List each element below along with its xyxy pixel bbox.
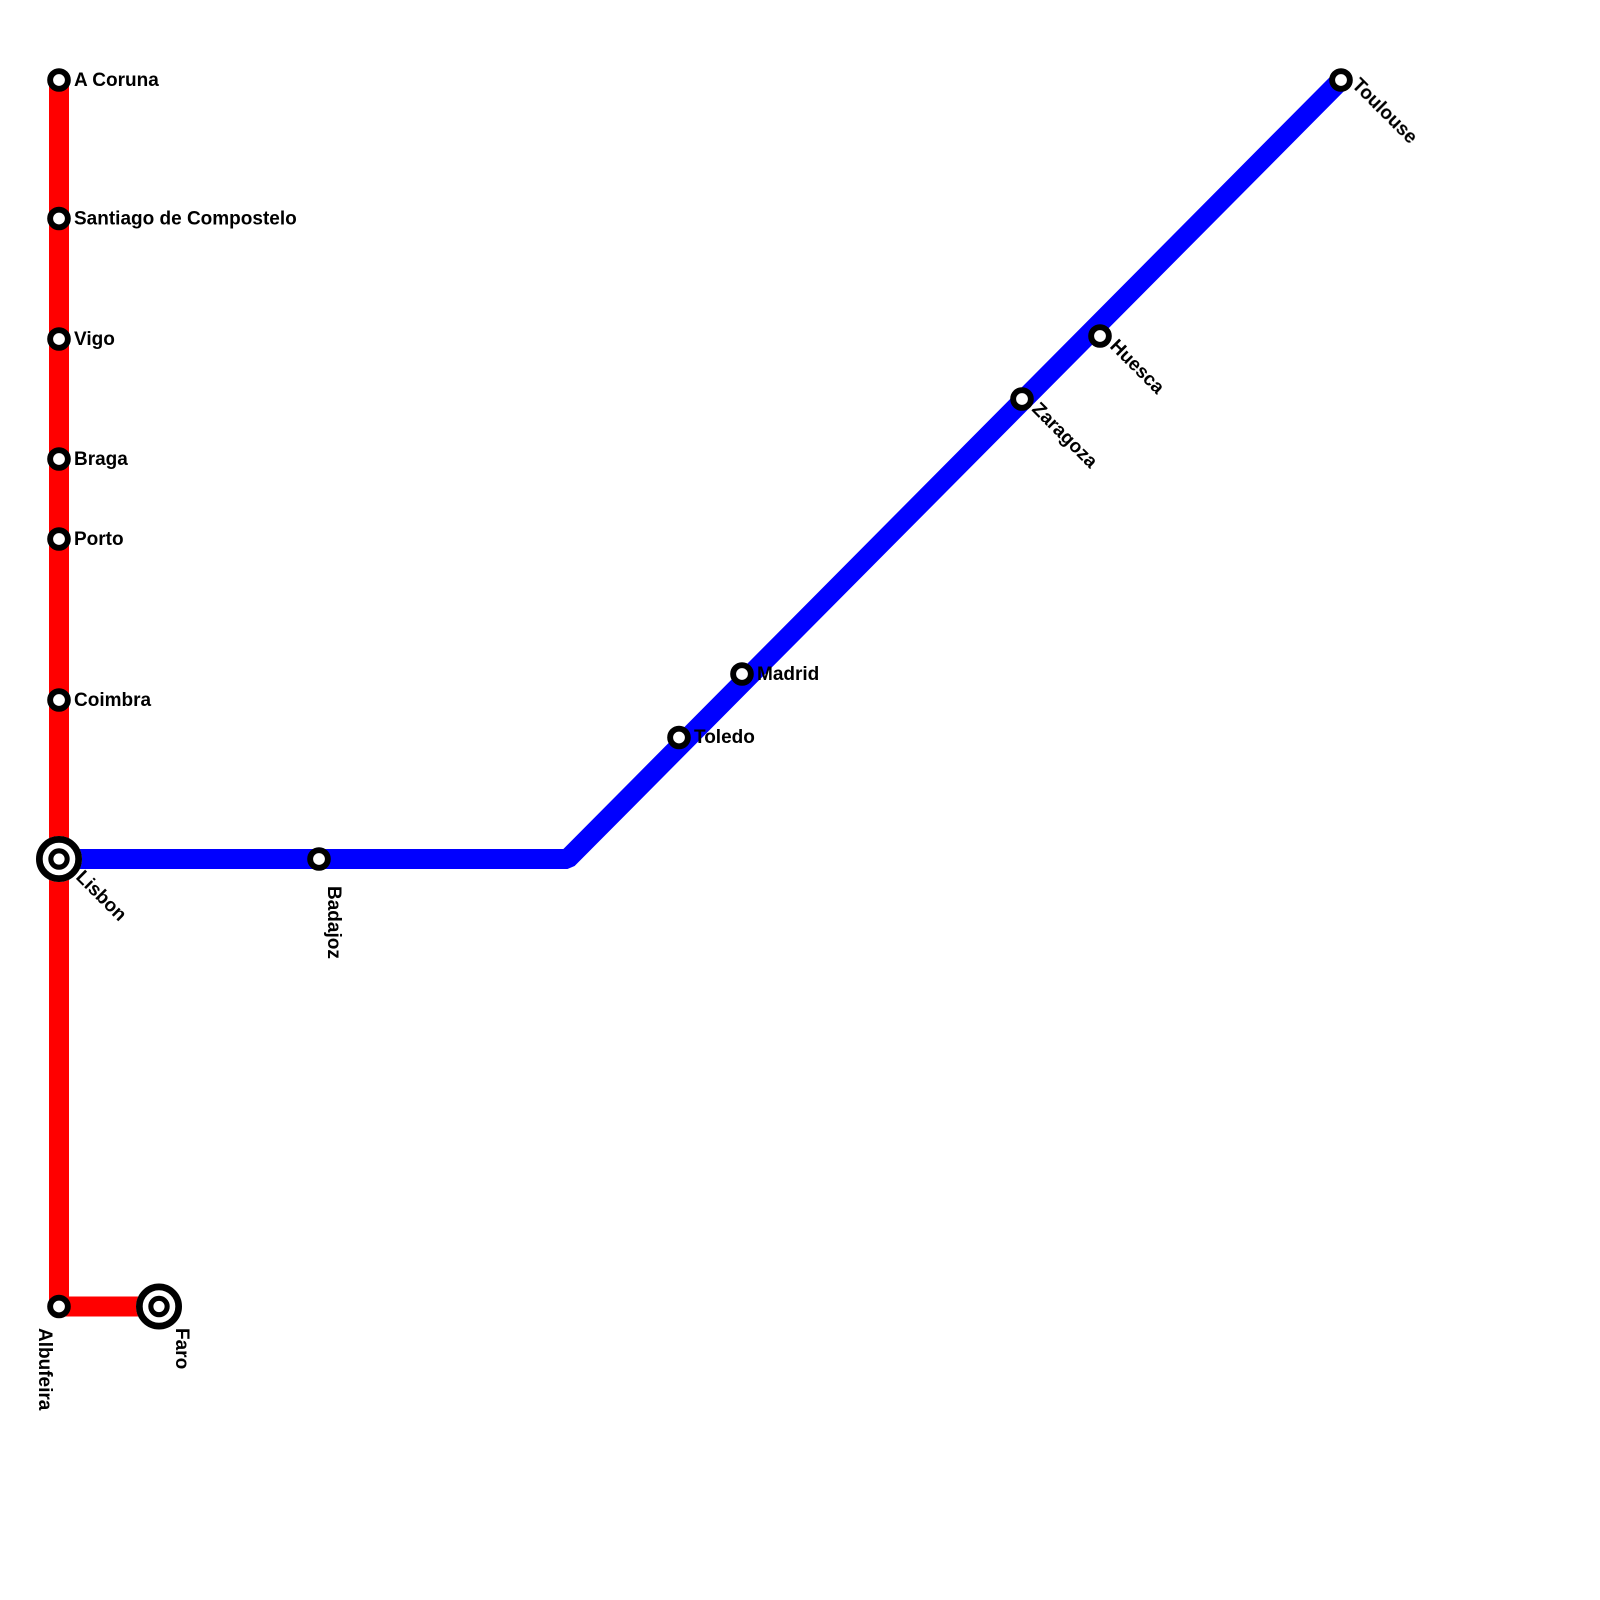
svg-text:Faro: Faro xyxy=(171,1328,192,1369)
svg-text:Huesca: Huesca xyxy=(1105,336,1168,399)
svg-text:Braga: Braga xyxy=(74,449,128,470)
svg-text:Madrid: Madrid xyxy=(757,664,819,685)
svg-text:Santiago de Compostelo: Santiago de Compostelo xyxy=(74,209,297,230)
svg-text:Badajoz: Badajoz xyxy=(323,886,344,959)
svg-text:Toulouse: Toulouse xyxy=(1347,75,1421,149)
svg-text:Coimbra: Coimbra xyxy=(74,690,152,711)
svg-text:Lisbon: Lisbon xyxy=(71,867,130,926)
svg-text:Zaragoza: Zaragoza xyxy=(1027,399,1101,473)
svg-text:Porto: Porto xyxy=(74,529,124,550)
svg-text:Vigo: Vigo xyxy=(74,329,115,350)
svg-text:Albufeira: Albufeira xyxy=(34,1328,55,1411)
svg-text:Toledo: Toledo xyxy=(694,727,755,748)
svg-text:A Coruna: A Coruna xyxy=(74,70,159,91)
